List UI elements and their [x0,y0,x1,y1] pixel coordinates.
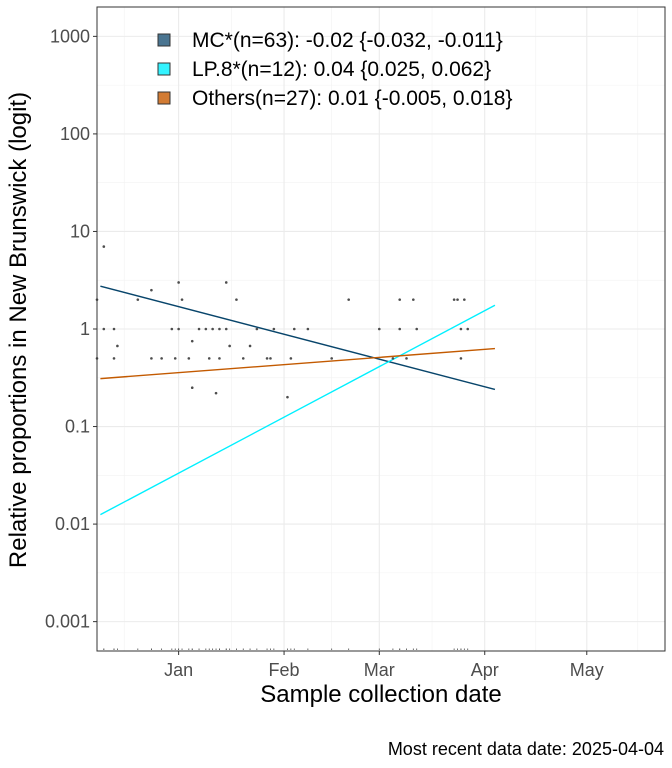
data-point [398,327,402,331]
data-point [235,298,238,301]
data-point [292,327,296,331]
legend-swatch-series-1 [157,33,171,47]
data-point [102,245,106,248]
data-point [218,357,221,360]
legend-swatch-series-2 [157,62,171,76]
data-point [224,281,228,284]
data-point [269,357,272,360]
data-point [190,339,194,343]
data-point [241,357,245,360]
y-axis-ticks: 0.001 0.01 0.1 1 10 100 1000 [45,26,97,632]
data-point [391,357,395,360]
x-tick-label: Apr [471,660,499,680]
data-point [412,298,415,301]
x-tick-label: Mar [364,660,395,680]
data-point [224,327,228,331]
data-point [415,327,419,331]
data-point [116,344,119,348]
fit-lines [100,285,496,516]
data-point [255,327,259,331]
data-point [102,327,106,331]
data-point [306,327,310,331]
caption: Most recent data date: 2025-04-04 [388,739,664,759]
data-point [463,298,466,301]
data-point [112,327,116,331]
data-point [456,298,459,301]
fit-line-series-2 [100,304,496,516]
y-axis-title: Relative proportions in New Brunswick (l… [5,92,32,568]
y-tick-label: 1000 [50,26,90,46]
data-point [197,327,201,331]
data-point [180,298,184,301]
data-point [170,327,174,331]
y-tick-label: 10 [70,221,90,241]
legend-swatch-series-3 [157,91,171,105]
x-axis-ticks: Jan Feb Mar Apr May [164,651,604,680]
data-point [248,344,252,348]
y-tick-label: 0.01 [55,514,90,534]
data-point [187,357,191,360]
data-point [173,357,177,360]
data-point [272,327,276,331]
data-point [207,357,211,360]
data-point [204,327,208,331]
data-point [218,327,221,331]
y-tick-label: 0.1 [65,417,90,437]
data-point [459,357,463,360]
x-axis-title: Sample collection date [260,681,501,708]
data-point [347,298,350,301]
y-tick-label: 0.001 [45,612,90,632]
legend-label-series-2: LP.8*(n=12): 0.04 {0.025, 0.062} [192,58,491,81]
data-point [377,327,381,331]
legend-label-series-3: Others(n=27): 0.01 {-0.005, 0.018} [192,87,512,110]
data-point [160,357,163,360]
data-point [211,327,214,331]
data-point [452,298,456,301]
data-point [459,327,463,331]
data-point [289,357,293,360]
x-tick-label: Jan [164,660,193,680]
legend: MC*(n=63): -0.02 {-0.032, -0.011} LP.8*(n… [157,29,512,110]
data-point [150,357,153,360]
grid-lines [97,7,665,651]
data-point [112,357,116,360]
data-point [286,395,289,399]
data-point [330,357,333,360]
data-point [466,327,470,331]
data-point [228,344,231,348]
y-tick-label: 100 [60,124,90,144]
x-tick-label: Feb [269,660,300,680]
data-point [398,298,402,301]
data-point [136,298,140,301]
fit-line-series-3 [100,347,495,380]
data-point [265,357,269,360]
data-point [177,281,180,284]
data-point [150,288,153,292]
data-point [405,357,408,360]
data-point [214,391,218,395]
data-point [177,327,180,331]
x-tick-label: May [570,660,604,680]
fit-line-series-1 [100,285,496,391]
y-tick-label: 1 [80,319,90,339]
data-point [190,386,194,390]
legend-label-series-1: MC*(n=63): -0.02 {-0.032, -0.011} [192,29,503,52]
